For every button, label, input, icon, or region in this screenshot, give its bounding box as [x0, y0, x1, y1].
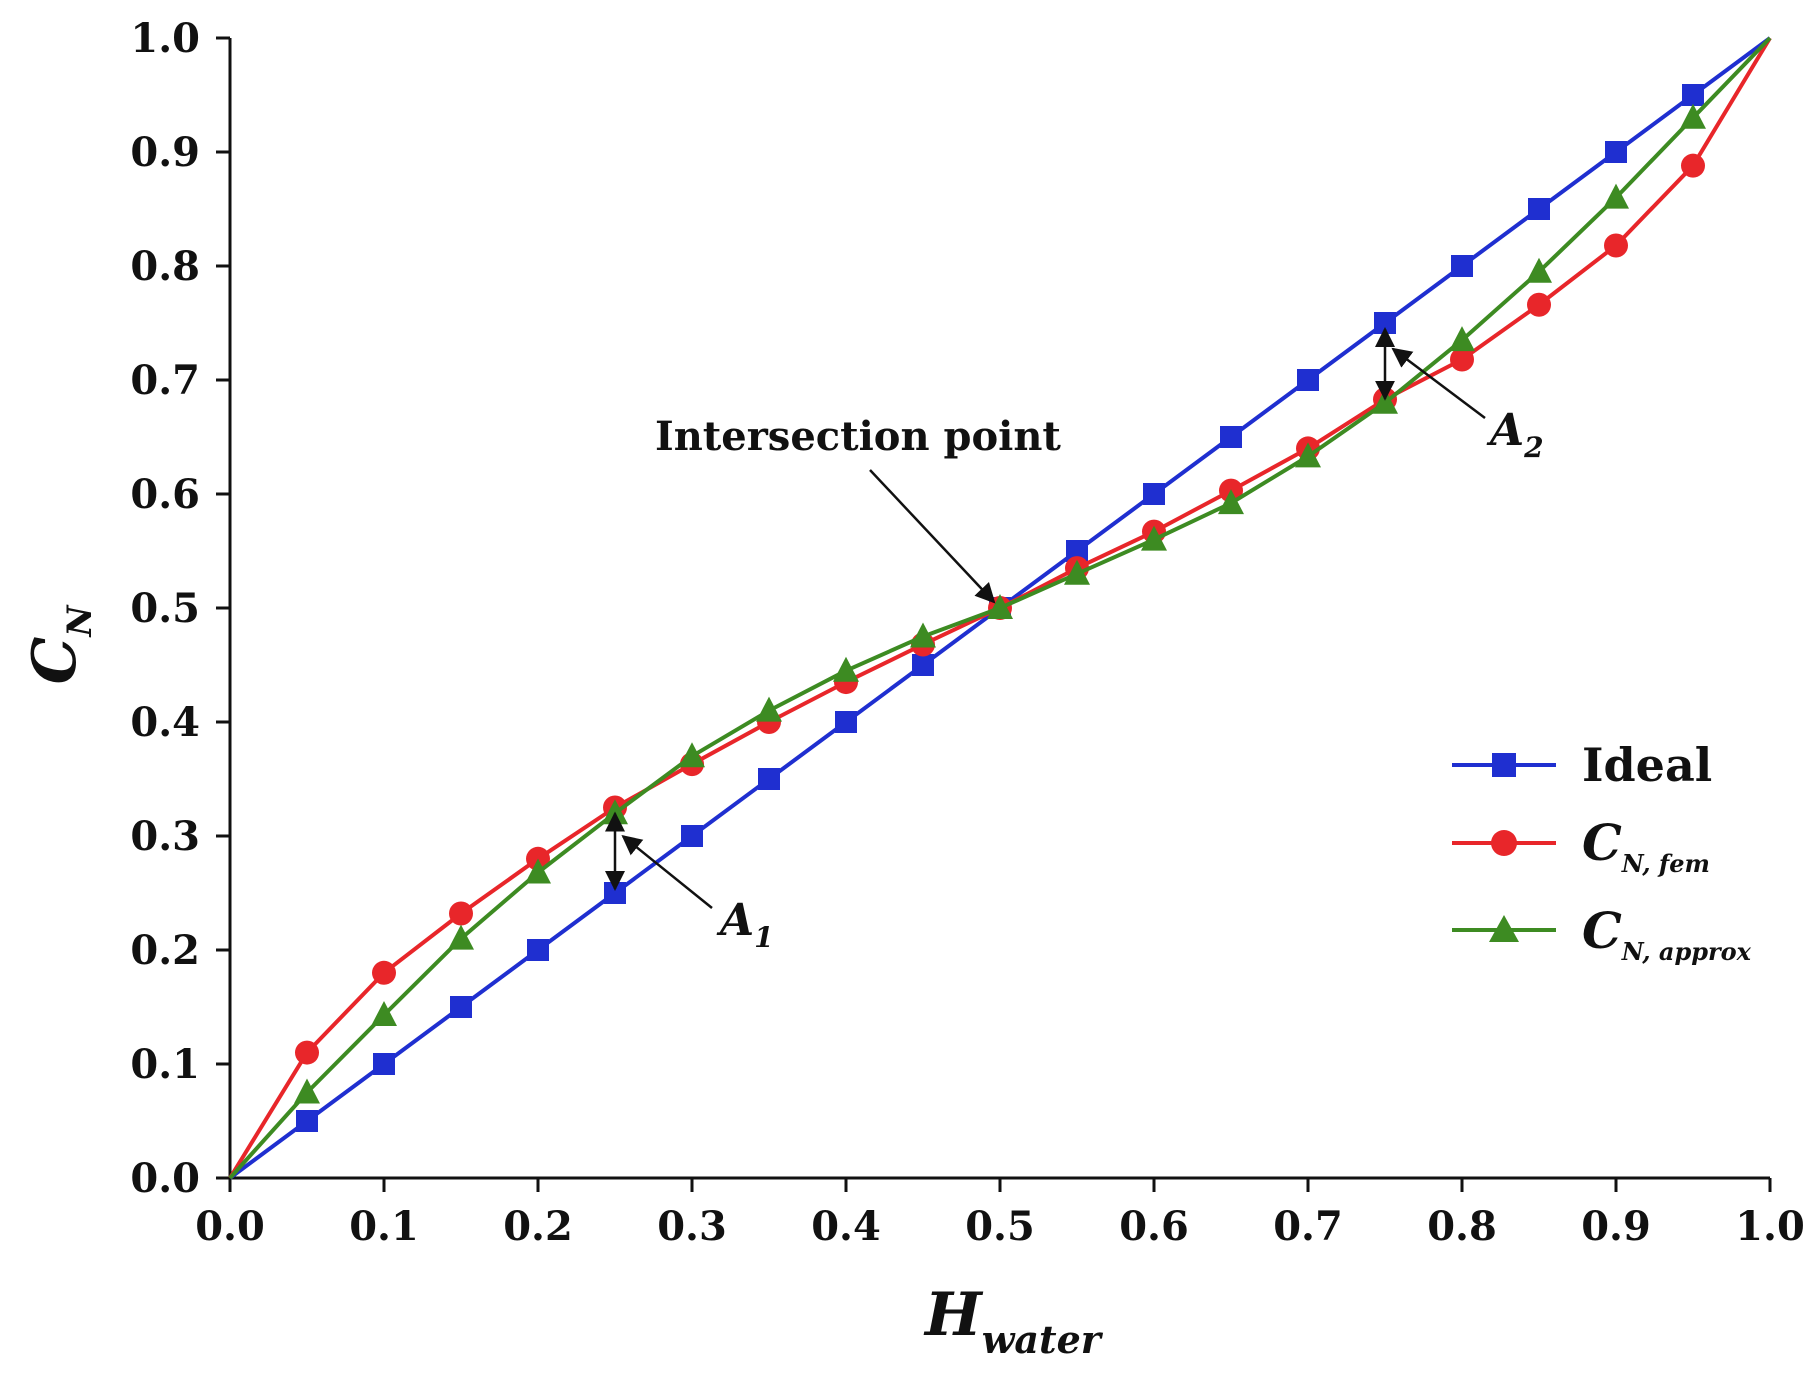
series-0-point-8	[835, 711, 857, 733]
series-2-point-2	[371, 1000, 397, 1026]
series-2-point-10	[987, 594, 1013, 619]
series-2-point-14	[1295, 442, 1321, 468]
x-axis-title-main: H	[923, 1280, 984, 1350]
series-1-point-18	[1604, 233, 1628, 258]
x-ticks: 0.0 0.1 0.2 0.3 0.4 0.5 0.6 0.7 0.8 0.9 1.0	[195, 1178, 1805, 1250]
series-0-point-12	[1143, 483, 1165, 505]
series-0-point-18	[1605, 141, 1627, 163]
series-2-point-12	[1141, 525, 1167, 551]
series-2-point-11	[1064, 559, 1090, 585]
series-1-point-1	[295, 1040, 319, 1065]
series-2-point-13	[1218, 489, 1244, 515]
y-tick-label-1: 0.1	[130, 1041, 200, 1088]
y-tick-label-0: 0.0	[130, 1155, 200, 1202]
y-axis-title-sub: N	[60, 604, 100, 638]
intersection-label: Intersection point	[655, 413, 1061, 460]
x-axis-title: Hwater	[923, 1280, 1104, 1362]
series-0-point-1	[296, 1110, 318, 1132]
a2-label-main: A	[1486, 405, 1524, 456]
x-tick-label-0: 0.0	[195, 1203, 265, 1250]
series-2-point-6	[679, 742, 705, 768]
x-tick-label-4: 0.4	[811, 1203, 881, 1250]
x-tick-label-3: 0.3	[657, 1203, 727, 1250]
legend-item-ideal: Ideal	[1452, 738, 1712, 792]
legend-marker-ideal	[1492, 753, 1516, 777]
series-0-point-4	[527, 939, 549, 961]
legend-marker-cn-fem	[1491, 830, 1517, 856]
series-2-point-9	[910, 622, 936, 648]
series-2-point-18	[1603, 183, 1629, 209]
series-0-point-19	[1682, 84, 1704, 106]
legend-item-cn-approx: CN, approx	[1452, 901, 1752, 966]
x-tick-label-5: 0.5	[965, 1203, 1035, 1250]
legend: Ideal CN, fem CN, approx	[1452, 738, 1752, 966]
x-tick-label-2: 0.2	[503, 1203, 573, 1250]
series-0-point-16	[1451, 255, 1473, 277]
series-2-point-8	[833, 656, 859, 682]
a2-label: A2	[1486, 405, 1544, 464]
series-2-point-16	[1449, 326, 1475, 352]
annotations: Intersection point A1 A2	[605, 327, 1544, 954]
a1-pointer	[621, 834, 713, 909]
series-1-point-3	[449, 901, 473, 926]
series-0-point-2	[373, 1053, 395, 1075]
series-1-point-16	[1450, 347, 1474, 372]
series-0-point-11	[1066, 540, 1088, 562]
legend-label-cn-approx: CN, approx	[1582, 901, 1752, 966]
legend-label-cn-fem-sub: N, fem	[1621, 849, 1710, 878]
series-1-point-19	[1681, 153, 1705, 178]
y-ticks: 0.0 0.1 0.2 0.3 0.4 0.5 0.6 0.7 0.8 0.9 1.0	[130, 15, 230, 1202]
legend-label-cn-fem: CN, fem	[1582, 813, 1710, 878]
series-0-point-13	[1220, 426, 1242, 448]
series-0-point-3	[450, 996, 472, 1018]
y-tick-label-9: 0.9	[130, 129, 200, 176]
series-0-point-14	[1297, 369, 1319, 391]
y-tick-label-5: 0.5	[130, 585, 200, 632]
intersection-arrow	[869, 469, 996, 604]
x-tick-label-6: 0.6	[1119, 1203, 1189, 1250]
legend-label-ideal: Ideal	[1582, 738, 1712, 792]
a2-label-sub: 2	[1523, 431, 1543, 464]
y-tick-label-8: 0.8	[130, 243, 200, 290]
x-tick-label-7: 0.7	[1273, 1203, 1343, 1250]
legend-label-cn-approx-main: C	[1582, 901, 1622, 960]
x-tick-label-10: 1.0	[1735, 1203, 1805, 1250]
y-tick-label-6: 0.6	[130, 471, 200, 518]
series-2-point-17	[1526, 257, 1552, 283]
series-2-point-19	[1680, 103, 1706, 129]
series-2-point-7	[756, 696, 782, 722]
series-1-point-2	[372, 960, 396, 985]
legend-label-cn-approx-sub: N, approx	[1621, 937, 1752, 966]
series-2-point-3	[448, 924, 474, 950]
series-2-point-15	[1372, 388, 1398, 414]
series-layer	[228, 36, 1772, 1180]
series-0-point-9	[912, 654, 934, 676]
series-0-point-6	[681, 825, 703, 847]
a1-label: A1	[716, 895, 774, 954]
y-tick-label-2: 0.2	[130, 927, 200, 974]
series-0-point-7	[758, 768, 780, 790]
y-tick-label-7: 0.7	[130, 357, 200, 404]
y-tick-label-10: 1.0	[130, 15, 200, 62]
a2-pointer	[1391, 347, 1486, 419]
x-tick-label-8: 0.8	[1427, 1203, 1497, 1250]
x-tick-label-9: 0.9	[1581, 1203, 1651, 1250]
legend-marker-cn-approx	[1489, 915, 1519, 942]
y-axis-title: CN	[20, 604, 100, 685]
series-2-point-4	[525, 858, 551, 884]
y-axis-title-main: C	[20, 636, 90, 684]
series-1-point-17	[1527, 292, 1551, 317]
a1-label-sub: 1	[754, 921, 773, 954]
series-0-point-17	[1528, 198, 1550, 220]
x-axis-title-sub: water	[982, 1317, 1104, 1362]
legend-label-cn-fem-main: C	[1582, 813, 1622, 872]
a1-label-main: A	[716, 895, 754, 946]
y-tick-label-3: 0.3	[130, 813, 200, 860]
x-tick-label-1: 0.1	[349, 1203, 419, 1250]
y-tick-label-4: 0.4	[130, 699, 200, 746]
series-2-point-1	[294, 1078, 320, 1104]
legend-item-cn-fem: CN, fem	[1452, 813, 1710, 878]
